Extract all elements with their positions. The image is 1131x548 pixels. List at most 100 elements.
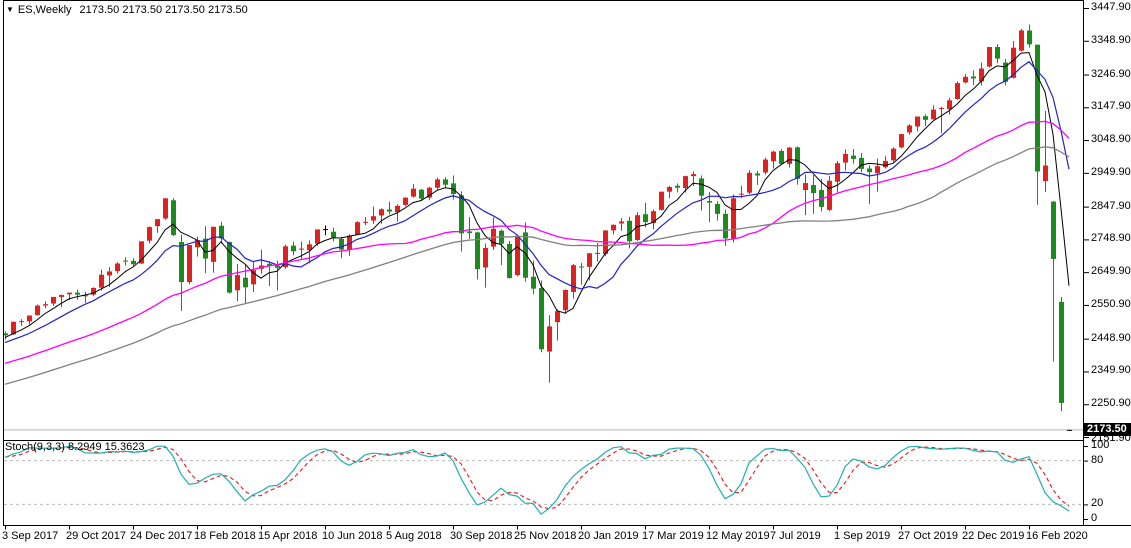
candlestick: [459, 191, 464, 252]
stoch-axis-label: 100: [1091, 439, 1110, 451]
candlestick: [371, 206, 376, 225]
candlestick: [203, 226, 208, 274]
date-axis-label: 15 Apr 2018: [258, 530, 318, 542]
candle-body: [187, 244, 192, 283]
candlestick: [851, 148, 856, 164]
date-axis-label: 29 Oct 2017: [66, 530, 126, 542]
candle-body: [659, 191, 664, 210]
candle-body: [411, 188, 416, 197]
date-axis-label: 24 Dec 2017: [130, 530, 193, 542]
date-axis-label: 25 Nov 2018: [514, 530, 577, 542]
candle-body: [339, 239, 344, 250]
candlestick: [563, 289, 568, 314]
candle-body: [939, 107, 944, 109]
candle-body: [931, 109, 936, 120]
candlestick: [579, 262, 584, 285]
candle-body: [515, 235, 520, 276]
candle-body: [803, 183, 808, 191]
candle-body: [651, 211, 656, 224]
candle-body: [395, 205, 400, 213]
candlestick: [571, 263, 576, 299]
candle-body: [827, 180, 832, 210]
candlestick: [995, 44, 1000, 64]
candlestick: [699, 175, 704, 211]
candlestick: [771, 150, 776, 169]
candle-body: [707, 200, 712, 203]
candle-body: [1003, 62, 1008, 82]
candlestick: [51, 296, 56, 306]
candlestick: [347, 234, 352, 256]
candlestick: [11, 321, 16, 336]
candlestick: [827, 176, 832, 212]
candle-body: [323, 229, 328, 231]
candlestick: [739, 185, 744, 198]
candlestick: [83, 291, 88, 303]
candle-body: [59, 294, 64, 297]
date-axis-label: 17 Mar 2019: [642, 530, 704, 542]
candlestick: [683, 175, 688, 193]
candlestick: [931, 105, 936, 120]
candlestick: [491, 217, 496, 250]
candlestick: [147, 226, 152, 244]
candle-body: [795, 147, 800, 179]
candlestick: [675, 183, 680, 193]
candlestick: [251, 262, 256, 292]
candle-body: [611, 224, 616, 231]
candlestick: [403, 197, 408, 207]
candlestick: [507, 241, 512, 279]
candle-body: [355, 222, 360, 235]
candle-body: [379, 209, 384, 216]
candle-body: [571, 265, 576, 292]
date-axis-label: 10 Jun 2018: [322, 530, 383, 542]
candle-body: [179, 241, 184, 283]
candle-body: [1043, 165, 1048, 182]
candle-body: [51, 296, 56, 304]
candlestick: [187, 244, 192, 285]
symbol-period-label: ES,Weekly: [17, 4, 72, 16]
candlestick: [323, 225, 328, 236]
candle-body: [387, 209, 392, 212]
candlestick: [1067, 429, 1072, 431]
candlestick: [483, 243, 488, 288]
candle-body: [419, 189, 424, 199]
candlestick: [1051, 200, 1056, 362]
candlestick: [947, 98, 952, 115]
candle-body: [667, 187, 672, 192]
candle-body: [683, 176, 688, 189]
candle-body: [627, 220, 632, 242]
candle-body: [555, 311, 560, 323]
candle-body: [811, 185, 816, 194]
candlestick: [75, 289, 80, 300]
candle-body: [915, 116, 920, 127]
candle-body: [11, 321, 16, 335]
candle-body: [763, 159, 768, 173]
candlestick: [547, 315, 552, 383]
candle-body: [403, 197, 408, 205]
candle-body: [867, 168, 872, 173]
candlestick: [611, 224, 616, 235]
stoch-main-line: [4, 445, 1070, 516]
candlestick: [915, 116, 920, 132]
candle-body: [771, 151, 776, 162]
candlestick: [443, 177, 448, 189]
candlestick: [163, 198, 168, 220]
candle-body: [947, 100, 952, 110]
candle-body: [1011, 47, 1016, 78]
candlestick: [19, 319, 24, 326]
candlestick: [179, 234, 184, 311]
candlestick: [467, 217, 472, 240]
candles-layer: [3, 24, 1072, 431]
candle-body: [99, 274, 104, 288]
candlestick: [363, 217, 368, 226]
candle-body: [427, 187, 432, 198]
candlestick: [643, 202, 648, 228]
candle-body: [27, 315, 32, 322]
candle-body: [595, 252, 600, 254]
candle-body: [787, 147, 792, 164]
date-axis-label: 27 Oct 2019: [898, 530, 958, 542]
candlestick: [891, 147, 896, 162]
date-axis-label: 5 Aug 2018: [386, 530, 442, 542]
candle-body: [467, 231, 472, 234]
candle-body: [1059, 301, 1064, 403]
